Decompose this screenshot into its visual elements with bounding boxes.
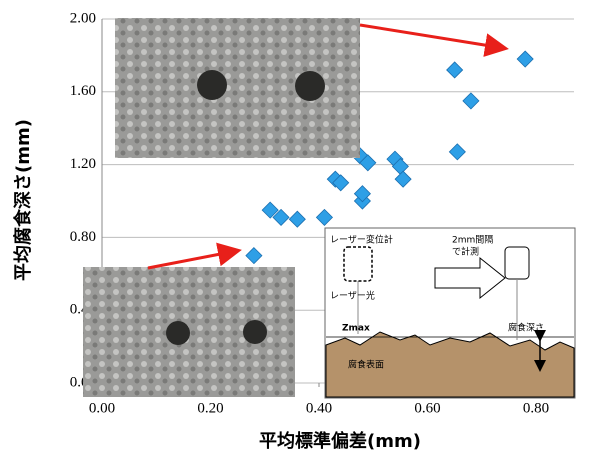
- annotation: Zmax: [342, 324, 370, 334]
- x-tick-label: 0.40: [306, 400, 332, 416]
- point: [246, 248, 262, 264]
- hole: [243, 320, 267, 344]
- arrow: [360, 25, 503, 48]
- point: [517, 51, 533, 67]
- annotation: で計測: [452, 246, 479, 258]
- x-tick-label: 0.60: [414, 400, 440, 416]
- y-tick-label: 1.20: [70, 156, 96, 172]
- hole: [295, 71, 325, 101]
- sensor: [505, 247, 529, 279]
- annotation: 腐食深さ: [508, 322, 544, 334]
- x-tick-label: 0.00: [89, 400, 115, 416]
- annotation: レーザー光: [330, 290, 375, 302]
- point: [449, 144, 465, 160]
- x-tick-label: 0.80: [523, 400, 549, 416]
- point: [316, 209, 332, 225]
- sensor: [344, 247, 372, 281]
- y-tick-label: 0.80: [70, 229, 96, 245]
- x-axis-label: 平均標準偏差(mm): [259, 430, 421, 452]
- chart: 0.000.400.801.201.602.000.000.200.400.60…: [0, 0, 592, 462]
- point: [463, 93, 479, 109]
- point: [447, 62, 463, 78]
- x-tick-label: 0.20: [197, 400, 223, 416]
- y-tick-label: 1.60: [70, 83, 96, 99]
- hole: [197, 70, 227, 100]
- point: [289, 211, 305, 227]
- inset-diagram: レーザー変位計 2mm間隔 で計測 レーザー光 Zmax 腐食深さ 腐食表面: [325, 228, 575, 398]
- point: [395, 171, 411, 187]
- annotation: 2mm間隔: [452, 235, 493, 246]
- annotation: 腐食表面: [348, 359, 384, 371]
- arrow: [148, 251, 236, 268]
- y-tick-label: 2.00: [70, 10, 96, 26]
- y-axis-label: 平均腐食深さ(mm): [12, 119, 34, 281]
- hole: [166, 321, 190, 345]
- annotation: レーザー変位計: [330, 234, 393, 246]
